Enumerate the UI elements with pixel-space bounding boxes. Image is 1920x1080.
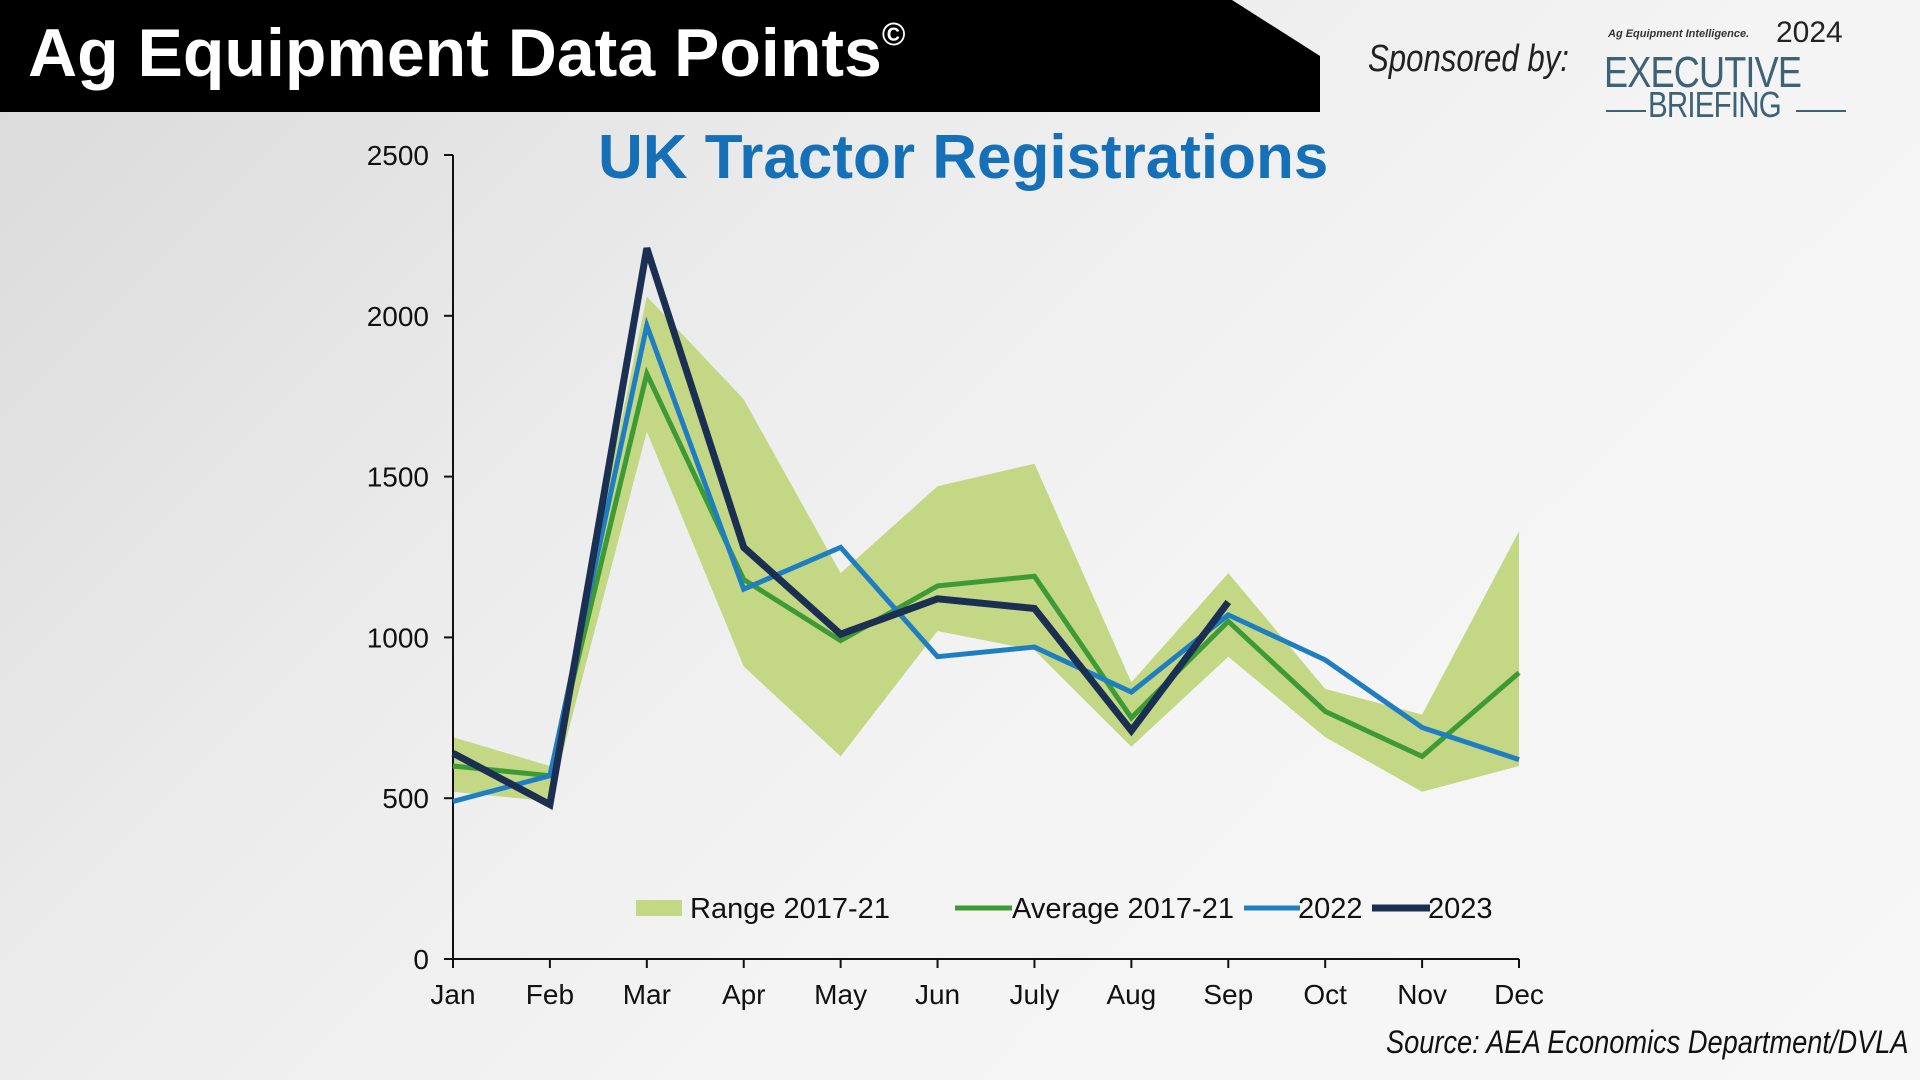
legend-label-range: Range 2017-21 <box>690 893 890 925</box>
logo-rule-right <box>1796 110 1846 112</box>
legend-label-2023: 2023 <box>1428 893 1493 925</box>
logo-rule-left <box>1606 110 1646 112</box>
legend-swatch-range <box>636 900 682 916</box>
header-banner: Ag Equipment Data Points© <box>0 0 1320 112</box>
y-tick-label: 0 <box>413 944 429 975</box>
copyright-mark: © <box>881 16 906 52</box>
x-tick-label: Nov <box>1397 979 1447 1010</box>
source-note: Source: AEA Economics Department/DVLA <box>1386 1024 1909 1060</box>
y-tick-label: 2500 <box>367 140 429 171</box>
logo-line2: BRIEFING <box>1648 84 1782 125</box>
sponsor-label: Sponsored by: <box>1368 38 1569 80</box>
page-title: Ag Equipment Data Points© <box>28 15 906 91</box>
x-tick-label: Dec <box>1494 979 1544 1010</box>
logo-line1: EXECUTIVE <box>1604 48 1802 97</box>
x-tick-label: Aug <box>1106 979 1156 1010</box>
series-2022-line <box>452 316 1520 804</box>
x-tick-label: Mar <box>623 979 671 1010</box>
series-average-line <box>452 366 1521 779</box>
x-tick-label: Sep <box>1203 979 1253 1010</box>
series-2023-line <box>451 247 1232 810</box>
x-tick-label: July <box>1010 979 1060 1010</box>
executive-briefing-logo: Ag Equipment Intelligence. 2024 EXECUTIV… <box>1600 10 1860 125</box>
x-tick-label: Jun <box>915 979 960 1010</box>
legend-label-2022: 2022 <box>1298 893 1363 925</box>
x-tick-label: May <box>814 979 867 1010</box>
y-tick-label: 1500 <box>367 462 429 493</box>
x-tick-label: Oct <box>1303 979 1347 1010</box>
x-tick-label: Feb <box>526 979 574 1010</box>
y-tick-label: 1000 <box>367 622 429 653</box>
y-tick-label: 2000 <box>367 301 429 332</box>
range-band <box>453 296 1519 802</box>
legend-label-average: Average 2017-21 <box>1012 893 1234 925</box>
x-tick-label: Jan <box>430 979 475 1010</box>
y-tick-label: 500 <box>382 783 429 814</box>
logo-year: 2024 <box>1776 16 1843 49</box>
x-tick-label: Apr <box>722 979 766 1010</box>
chart-title: UK Tractor Registrations <box>598 123 1329 192</box>
logo-small-text: Ag Equipment Intelligence. <box>1608 28 1750 40</box>
